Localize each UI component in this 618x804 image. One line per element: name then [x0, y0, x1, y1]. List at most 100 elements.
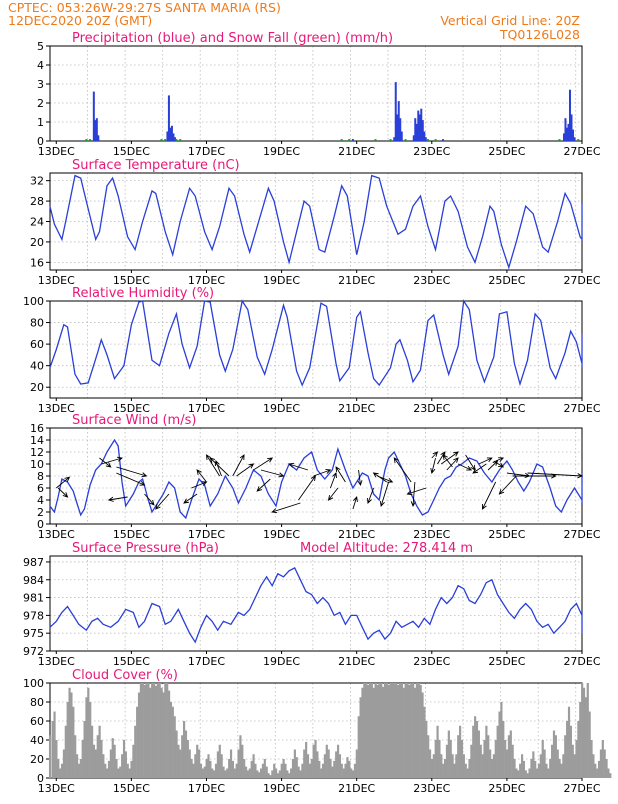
cloud-bar: [94, 749, 97, 778]
cloud-bar: [224, 770, 227, 778]
x-tick-label: 19DEC: [263, 782, 300, 795]
cloud-bar: [173, 716, 176, 778]
cloud-bar: [246, 770, 250, 778]
cloud-bar: [504, 740, 507, 778]
header-date: 12DEC2020 20Z (GMT): [8, 13, 152, 28]
precip-bar: [399, 118, 402, 141]
cloud-bar: [455, 754, 458, 778]
cloud-bar: [100, 740, 103, 778]
cloud-bar: [207, 754, 210, 778]
precip-bar: [571, 129, 574, 141]
wind-arrow: [288, 462, 309, 471]
cloud-bar: [57, 759, 60, 778]
cloud-bar: [406, 683, 409, 778]
cloud-bar: [419, 684, 422, 778]
cloud-bar: [89, 702, 92, 778]
y-tick-label: 20: [30, 753, 44, 766]
precip-bar: [396, 114, 399, 141]
cloud-bar: [113, 744, 116, 778]
precip-bar: [97, 135, 100, 141]
precip-bar: [394, 82, 397, 141]
cloud-bar: [417, 683, 420, 778]
precip-bar: [415, 123, 418, 141]
wind-arrow: [155, 493, 170, 510]
cloud-bar: [380, 683, 383, 778]
cloud-bar: [126, 763, 129, 778]
panel-precip: 0 1 2 3 4 5 13DEC 15DEC 17DEC 19DEC 21DEC 23DEC 25DE…: [37, 31, 601, 158]
cloud-bar: [340, 763, 343, 778]
cloud-bar: [353, 763, 357, 778]
cloud-bar: [151, 683, 154, 778]
wind-arrow: [393, 457, 412, 483]
cloud-bar: [489, 749, 492, 778]
x-tick-label: 21DEC: [338, 528, 375, 541]
cloud-bar: [361, 687, 364, 778]
cloud-bar: [413, 687, 417, 778]
cloud-bar: [51, 721, 54, 778]
x-tick-label: 15DEC: [113, 655, 150, 668]
cloud-bar: [136, 706, 139, 778]
wind-arrow: [335, 466, 346, 483]
cloud-bar: [239, 735, 242, 778]
x-tick-label: 27DEC: [563, 145, 600, 158]
y-tick-label: 40: [30, 360, 44, 373]
cloud-bar: [115, 759, 118, 778]
precip-bar: [420, 108, 423, 141]
x-tick-label: 21DEC: [338, 145, 375, 158]
precip-bar: [412, 135, 415, 141]
x-tick-label: 27DEC: [563, 655, 600, 668]
x-tick-label: 25DEC: [488, 528, 525, 541]
cloud-bar: [179, 749, 182, 778]
pressure-line: [49, 567, 583, 644]
cloud-bar: [48, 735, 52, 778]
temp-line: [49, 174, 583, 270]
wind-arrow: [472, 463, 487, 474]
wind-arrow: [498, 475, 517, 495]
cloud-bar: [261, 763, 265, 778]
panel-title: Precipitation (blue) and Snow Fall (gree…: [72, 31, 393, 46]
panel-title: Relative Humidity (%): [72, 286, 214, 301]
wind-arrow: [506, 472, 531, 478]
x-tick-label: 23DEC: [413, 402, 450, 415]
cloud-bar: [66, 702, 69, 778]
wind-arrow: [329, 472, 337, 489]
cloud-bar: [214, 763, 218, 778]
cloud-bar: [502, 721, 505, 778]
cloud-bar: [430, 759, 434, 778]
cloud-bar: [74, 735, 77, 778]
cloud-bar: [451, 754, 454, 778]
cloud-bar: [295, 757, 298, 778]
precip-bar: [562, 133, 565, 141]
cloud-bar: [526, 773, 529, 778]
y-tick-label: 2: [37, 506, 44, 519]
cloud-bar: [177, 744, 180, 778]
cloud-bar: [459, 725, 462, 778]
cloud-bar: [160, 687, 163, 778]
wind-arrow: [440, 451, 459, 465]
cloud-bar: [308, 763, 311, 778]
cloud-bar: [453, 763, 456, 778]
cloud-bar: [132, 744, 135, 778]
cloud-bar: [425, 721, 428, 778]
cloud-bar: [472, 725, 475, 778]
cloud-bar: [442, 763, 445, 778]
y-tick-label: 972: [23, 645, 44, 658]
cloud-bar: [355, 749, 358, 778]
x-tick-label: 13DEC: [38, 528, 75, 541]
cloud-bar: [530, 759, 533, 778]
cloud-bar: [592, 754, 595, 778]
cloud-bar: [222, 766, 225, 778]
y-tick-label: 100: [23, 295, 44, 308]
cloud-bar: [479, 744, 482, 778]
cloud-bar: [267, 773, 270, 778]
cloud-bar: [519, 763, 522, 778]
wind-arrow: [256, 478, 271, 492]
cloud-bar: [601, 740, 604, 778]
cloud-bar: [342, 768, 345, 778]
x-tick-label: 15DEC: [113, 402, 150, 415]
x-tick-label: 21DEC: [338, 402, 375, 415]
cloud-bar: [438, 740, 441, 778]
cloud-bar: [498, 711, 501, 778]
cloud-bar: [278, 770, 281, 778]
cloud-bar: [273, 763, 276, 778]
